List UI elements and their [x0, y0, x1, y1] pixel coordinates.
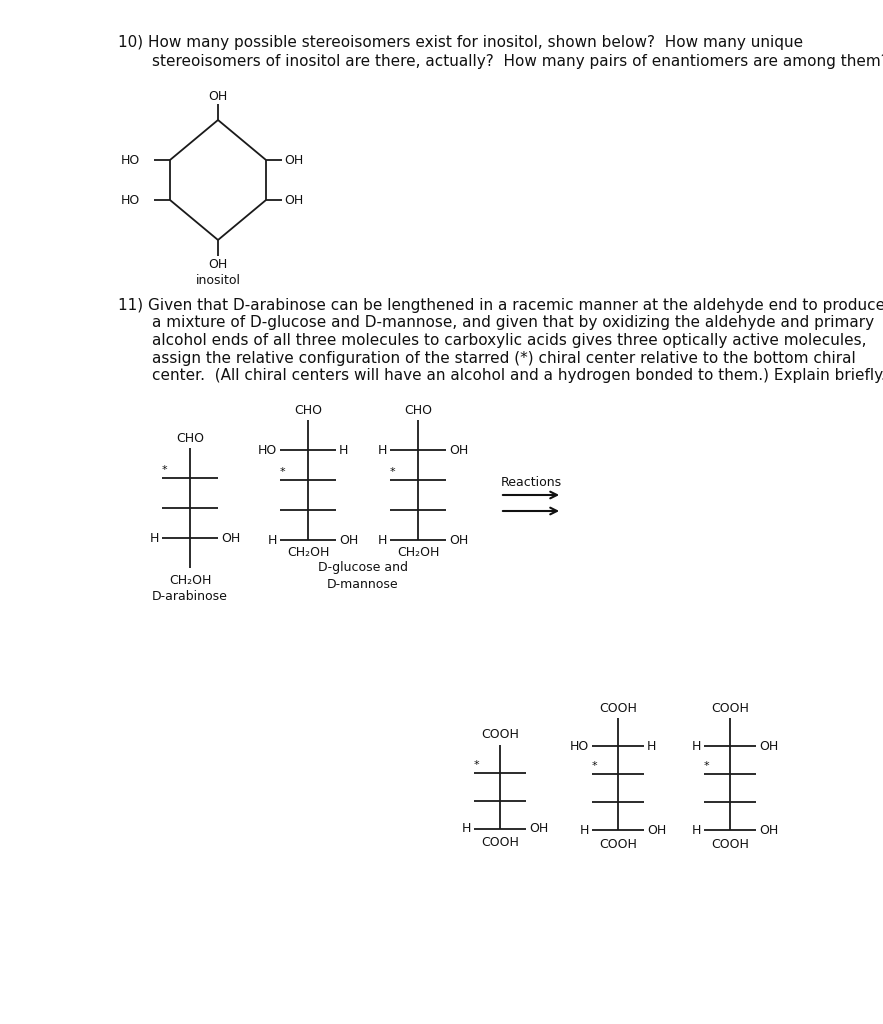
Text: D-arabinose: D-arabinose	[152, 590, 228, 602]
Text: Reactions: Reactions	[501, 476, 562, 489]
Text: CH₂OH: CH₂OH	[287, 546, 329, 558]
Text: OH: OH	[208, 89, 228, 102]
Text: OH: OH	[529, 822, 548, 836]
Text: CH₂OH: CH₂OH	[169, 573, 211, 587]
Text: CHO: CHO	[404, 403, 432, 417]
Text: H: H	[378, 534, 387, 547]
Text: OH: OH	[449, 534, 468, 547]
Text: H: H	[268, 534, 277, 547]
Text: CHO: CHO	[294, 403, 322, 417]
Text: inositol: inositol	[195, 273, 240, 287]
Text: OH: OH	[284, 154, 303, 167]
Text: center.  (All chiral centers will have an alcohol and a hydrogen bonded to them.: center. (All chiral centers will have an…	[152, 368, 883, 383]
Text: assign the relative configuration of the starred (*) chiral center relative to t: assign the relative configuration of the…	[152, 350, 856, 366]
Text: *: *	[703, 761, 709, 771]
Text: H: H	[647, 739, 656, 753]
Text: H: H	[579, 823, 589, 837]
Text: H: H	[378, 443, 387, 457]
Text: stereoisomers of inositol are there, actually?  How many pairs of enantiomers ar: stereoisomers of inositol are there, act…	[152, 54, 883, 69]
Text: COOH: COOH	[481, 728, 519, 741]
Text: OH: OH	[759, 823, 778, 837]
Text: HO: HO	[258, 443, 277, 457]
Text: OH: OH	[208, 257, 228, 270]
Text: *: *	[473, 760, 479, 770]
Text: OH: OH	[284, 194, 303, 207]
Text: OH: OH	[221, 531, 240, 545]
Text: COOH: COOH	[599, 701, 637, 715]
Text: *: *	[592, 761, 597, 771]
Text: H: H	[691, 739, 701, 753]
Text: D-glucose and: D-glucose and	[318, 561, 408, 574]
Text: HO: HO	[570, 739, 589, 753]
Text: COOH: COOH	[599, 838, 637, 851]
Text: 11) Given that D-arabinose can be lengthened in a racemic manner at the aldehyde: 11) Given that D-arabinose can be length…	[118, 298, 883, 313]
Text: OH: OH	[647, 823, 667, 837]
Text: a mixture of D-glucose and D-mannose, and given that by oxidizing the aldehyde a: a mixture of D-glucose and D-mannose, an…	[152, 315, 874, 331]
Text: H: H	[149, 531, 159, 545]
Text: HO: HO	[121, 154, 140, 167]
Text: H: H	[339, 443, 349, 457]
Text: HO: HO	[121, 194, 140, 207]
Text: alcohol ends of all three molecules to carboxylic acids gives three optically ac: alcohol ends of all three molecules to c…	[152, 333, 866, 348]
Text: *: *	[279, 467, 285, 477]
Text: H: H	[691, 823, 701, 837]
Text: CH₂OH: CH₂OH	[396, 546, 439, 558]
Text: CHO: CHO	[176, 431, 204, 444]
Text: *: *	[389, 467, 395, 477]
Text: *: *	[162, 465, 167, 475]
Text: OH: OH	[339, 534, 358, 547]
Text: H: H	[462, 822, 471, 836]
Text: COOH: COOH	[481, 837, 519, 850]
Text: OH: OH	[449, 443, 468, 457]
Text: OH: OH	[759, 739, 778, 753]
Text: D-mannose: D-mannose	[328, 578, 399, 591]
Text: COOH: COOH	[711, 838, 749, 851]
Text: 10) How many possible stereoisomers exist for inositol, shown below?  How many u: 10) How many possible stereoisomers exis…	[118, 35, 804, 50]
Text: COOH: COOH	[711, 701, 749, 715]
